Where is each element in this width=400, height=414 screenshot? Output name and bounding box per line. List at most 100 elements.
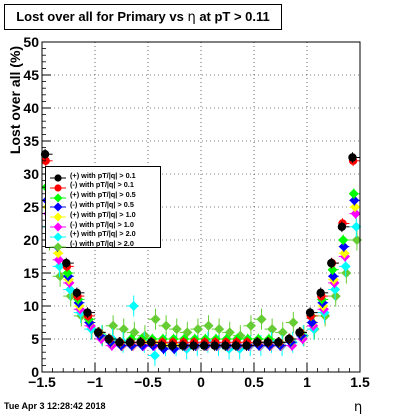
y-tick-label: 10 (23, 298, 39, 314)
legend-label: (+) with pT/|q| > 0.5 (70, 190, 136, 200)
y-tick-label: 45 (23, 67, 39, 83)
x-tick-label: 0 (197, 374, 205, 390)
data-point (295, 328, 304, 337)
legend-entry: (-) with pT/|q| > 1.0 (50, 219, 134, 232)
data-point (327, 264, 338, 275)
legend-label: (-) with pT/|q| > 2.0 (70, 239, 134, 249)
data-point (242, 341, 251, 350)
legend-marker (50, 190, 66, 203)
data-point (337, 222, 347, 231)
legend-marker-symbol (50, 202, 66, 212)
data-point (338, 235, 349, 245)
data-point (55, 271, 66, 282)
legend-entry: (+) with pT/|q| > 2.0 (50, 229, 136, 242)
chart-marks (40, 148, 362, 367)
y-tick-label: 25 (23, 199, 39, 215)
data-point (349, 195, 360, 206)
legend-marker (50, 229, 66, 242)
legend-label: (-) with pT/|q| > 0.1 (70, 180, 134, 190)
data-point (245, 320, 256, 331)
data-point (136, 338, 145, 347)
data-point (274, 338, 283, 347)
legend-entry: (+) with pT/|q| > 0.1 (50, 170, 136, 182)
data-point (54, 261, 65, 272)
data-point (338, 241, 349, 252)
data-point (161, 320, 172, 331)
legend-shape (53, 202, 63, 212)
data-point (149, 350, 160, 361)
chart-title-suffix: at pT > 0.11 (195, 9, 270, 24)
y-tick-label: 15 (23, 265, 39, 281)
data-point (221, 341, 230, 350)
legend-marker-symbol (50, 232, 66, 242)
data-point (340, 261, 351, 272)
legend-marker (50, 209, 66, 222)
data-point (199, 341, 209, 350)
legend-label: (+) with pT/|q| > 1.0 (70, 209, 136, 219)
legend-marker-symbol (50, 193, 66, 203)
data-point (115, 338, 124, 347)
data-point (189, 341, 198, 350)
data-point (327, 258, 336, 268)
legend-marker (50, 180, 66, 192)
data-point (267, 324, 278, 335)
legend-shape (54, 184, 62, 192)
data-point (351, 221, 362, 232)
y-tick-label: 30 (23, 166, 39, 182)
x-tick-label: 0.5 (244, 374, 264, 390)
data-point (214, 324, 225, 335)
legend-marker (50, 219, 66, 232)
chart-legend: (+) with pT/|q| > 0.1 (-) with pT/|q| > 0… (45, 166, 161, 252)
data-point (330, 291, 341, 302)
data-point (263, 338, 272, 347)
data-point (306, 317, 317, 328)
x-tick-label: 1 (303, 374, 311, 390)
legend-marker (50, 239, 66, 252)
timestamp: Tue Apr 3 12:28:42 2018 (4, 401, 106, 411)
data-point (330, 284, 341, 295)
chart-title-eta: η (187, 10, 196, 25)
legend-shape (54, 174, 62, 182)
chart-axes: −1.5 −1 −0.5 0 0.5 1 1.5 0 5 10 15 20 25 30 35 40 45 50 (23, 34, 370, 390)
legend-entry: (-) with pT/|q| > 0.1 (50, 180, 134, 192)
legend-marker (50, 170, 66, 182)
data-point (168, 341, 177, 350)
legend-label: (-) with pT/|q| > 1.0 (70, 219, 134, 229)
x-tick-label: −1 (87, 374, 103, 390)
data-point (171, 324, 182, 335)
x-tick-label: −1.5 (28, 374, 56, 390)
x-axis-label: η (354, 400, 362, 414)
data-point (348, 188, 359, 199)
x-tick-label: −0.5 (134, 374, 162, 390)
data-point (351, 235, 362, 245)
chart-title: Lost over all for Primary vs η at pT > 0… (16, 9, 270, 25)
data-point (104, 334, 113, 344)
chart-title-main: Lost over all for Primary vs (16, 9, 188, 24)
data-point (62, 268, 73, 278)
data-point (288, 317, 299, 328)
data-point (178, 341, 188, 350)
legend-shape (53, 242, 63, 252)
data-point (192, 324, 203, 335)
data-point (341, 268, 352, 278)
data-point (231, 341, 241, 350)
data-point (328, 271, 339, 282)
data-point (65, 284, 76, 295)
legend-label: (+) with pT/|q| > 0.1 (70, 170, 136, 180)
legend-marker-symbol (50, 184, 66, 192)
legend-label: (-) with pT/|q| > 0.5 (70, 199, 134, 209)
data-point (203, 320, 214, 331)
legend-entry: (+) with pT/|q| > 1.0 (50, 209, 136, 222)
y-axis-label: Lost over all (%) (7, 46, 23, 154)
data-point (256, 314, 267, 325)
data-point (93, 328, 103, 337)
data-point (150, 314, 161, 325)
y-tick-label: 50 (23, 34, 39, 50)
data-point (118, 324, 129, 335)
data-point (62, 258, 71, 268)
data-point (72, 288, 82, 297)
y-tick-label: 0 (31, 364, 39, 380)
legend-shape (53, 232, 63, 242)
legend-label: (+) with pT/|q| > 2.0 (70, 229, 136, 239)
